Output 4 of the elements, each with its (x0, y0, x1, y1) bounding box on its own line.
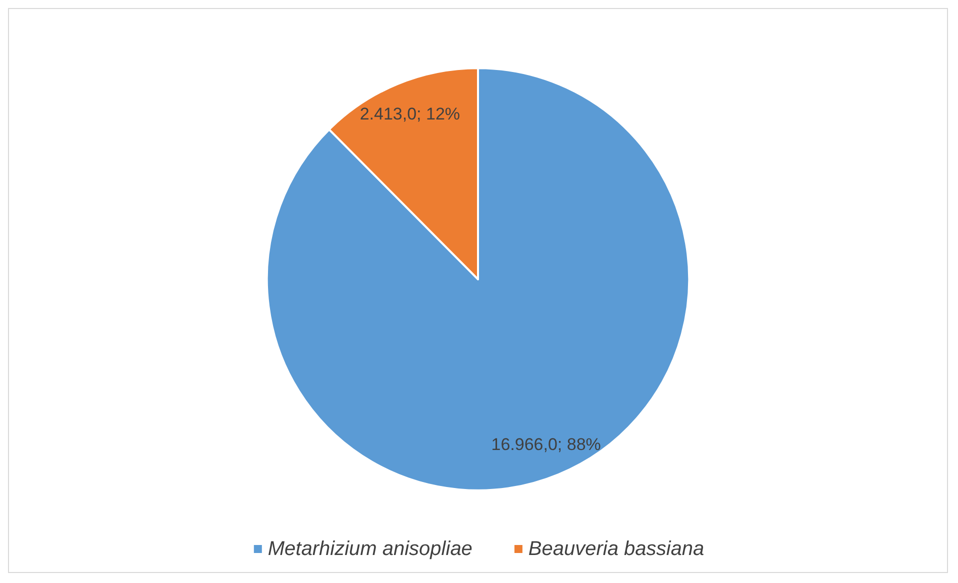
legend-label: Metarhizium anisopliae (268, 538, 472, 560)
data-label: 2.413,0; 12% (360, 104, 460, 124)
legend-label: Beauveria bassiana (528, 538, 704, 560)
data-label: 16.966,0; 88% (491, 434, 601, 454)
